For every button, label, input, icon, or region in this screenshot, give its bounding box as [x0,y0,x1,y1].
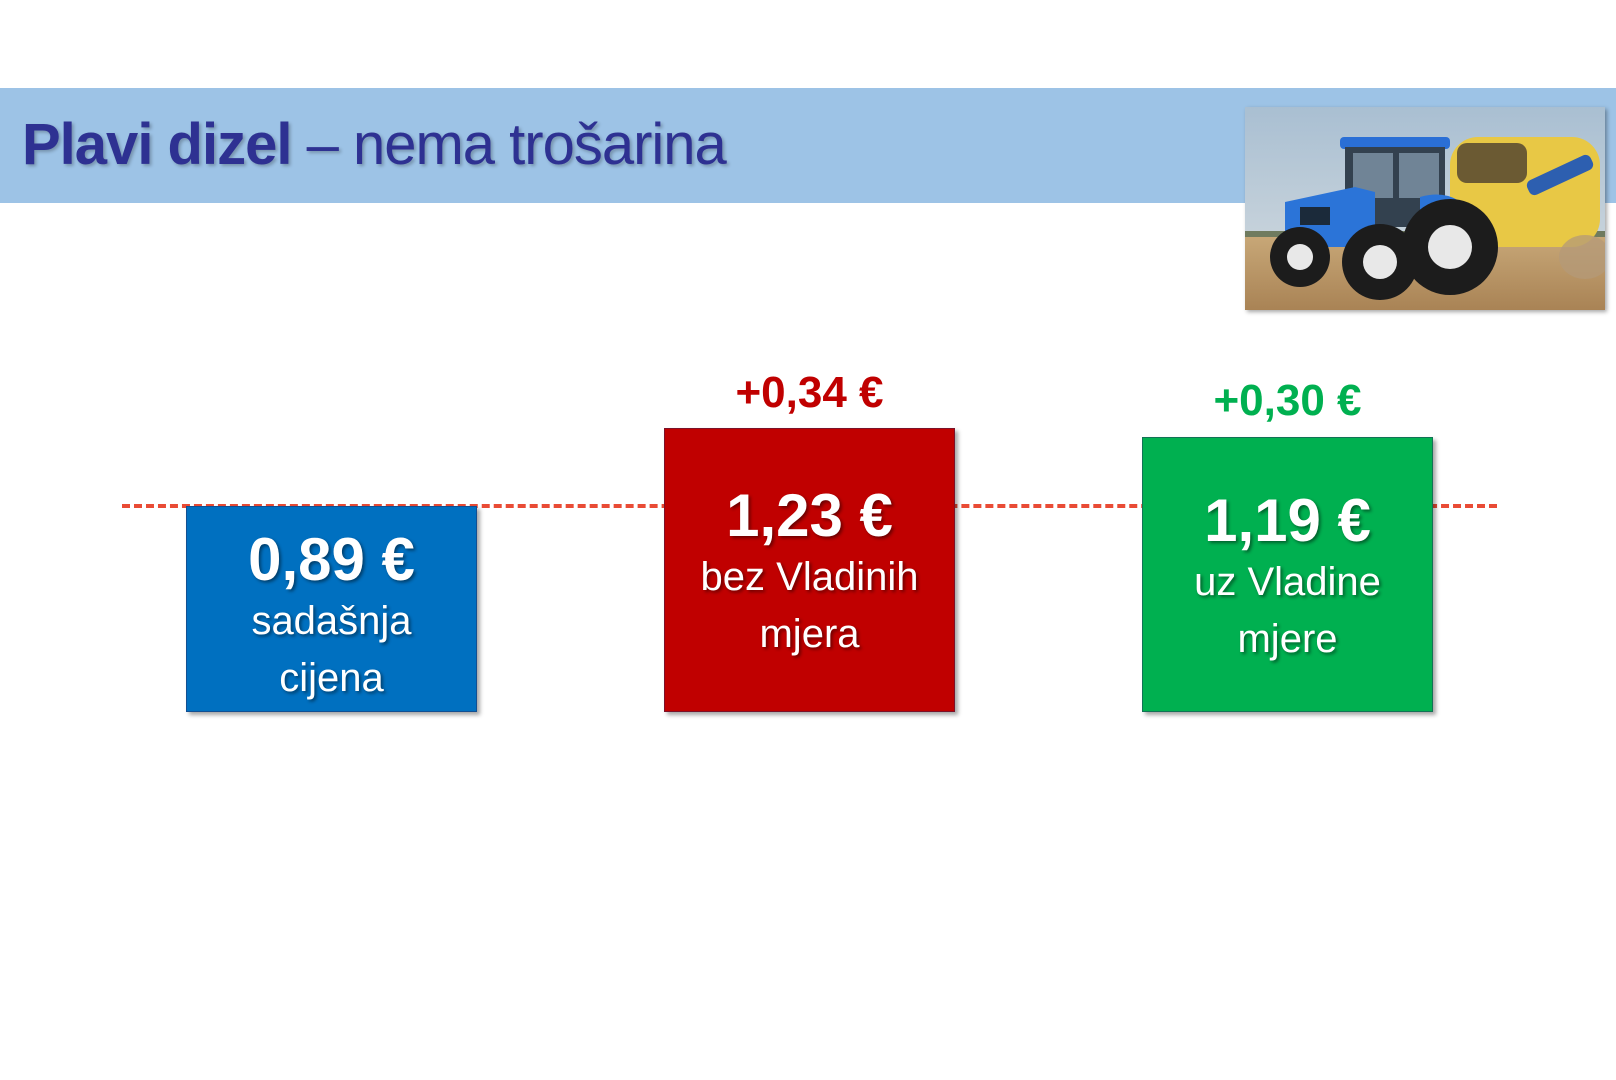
tractor-photo [1245,107,1605,310]
without-measures-box: 1,23 € bez Vladinih mjera [664,428,955,712]
with-measures-box: 1,19 € uz Vladine mjere [1142,437,1433,712]
without-measures-delta: +0,34 € [735,368,884,417]
slide-title: Plavi dizel – nema trošarina [22,110,727,180]
with-measures-label-line1: uz Vladine [1194,560,1381,604]
title-rest: – nema trošarina [291,112,727,177]
without-measures-label-line1: bez Vladinih [700,555,919,599]
title-bold: Plavi dizel [22,112,292,177]
current-price-value: 0,89 € [248,526,415,593]
without-measures-label-line2: mjera [759,612,860,656]
with-measures-delta: +0,30 € [1213,376,1362,425]
current-price-box: 0,89 € sadašnja cijena [186,506,477,712]
tractor-icon [1245,107,1605,310]
current-price-label-line2: cijena [279,656,384,700]
current-price-label-line1: sadašnja [251,599,412,643]
with-measures-value: 1,19 € [1204,487,1371,554]
with-measures-label-line2: mjere [1237,617,1338,661]
without-measures-value: 1,23 € [726,482,893,549]
